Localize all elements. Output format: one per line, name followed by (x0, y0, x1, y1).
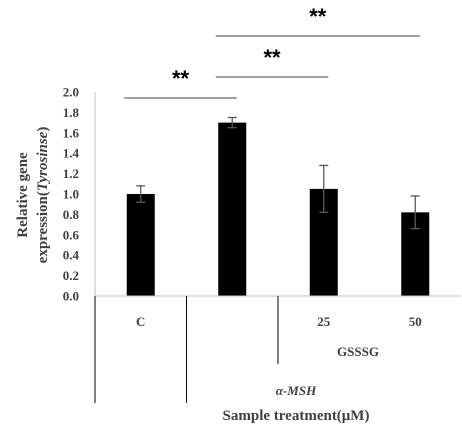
y-tick-label: 0.6 (63, 227, 80, 242)
group-label-gsssg: GSSSG (337, 344, 379, 359)
bar (218, 122, 247, 296)
y-axis-title-line2: expression(Tyrosinse) (35, 127, 51, 264)
y-axis-title-gene: Tyrosinse (35, 131, 51, 191)
y-tick-label: 0.4 (63, 248, 80, 263)
y-axis-title-prefix: expression( (35, 191, 51, 263)
error-bar (410, 195, 420, 230)
y-tick-label: 0.8 (63, 207, 80, 222)
y-tick-label: 0.0 (63, 289, 79, 304)
y-tick-label: 1.2 (63, 166, 79, 181)
error-bar (319, 164, 329, 214)
y-tick-label: 2.0 (63, 85, 79, 100)
y-tick-label: 1.0 (63, 187, 79, 202)
significance-label: ** (263, 45, 281, 70)
error-bar-series (136, 116, 420, 230)
y-tick-label: 1.8 (63, 105, 80, 120)
x-tick-label: 25 (317, 314, 331, 329)
significance-bracket: ** (215, 45, 329, 78)
y-tick-label: 1.6 (63, 125, 80, 140)
significance-label: ** (172, 66, 190, 91)
y-tick-label: 0.2 (63, 268, 79, 283)
y-axis-title: Relative gene expression(Tyrosinse) (15, 127, 51, 264)
bar (126, 194, 155, 296)
group-label-msh: α-MSH (276, 383, 317, 398)
y-tick-label: 1.4 (63, 146, 80, 161)
y-axis-title-suffix: ) (35, 127, 51, 132)
y-axis: 0.0 0.2 0.4 0.6 0.8 1.0 1.2 1.4 1.6 1.8 2.0 (63, 85, 96, 304)
y-axis-title-line1: Relative gene (15, 152, 31, 238)
significance-bracket: ** (124, 66, 237, 99)
x-tick-label: 50 (409, 314, 422, 329)
significance-bracket: ** (215, 4, 420, 37)
significance-label: ** (309, 4, 327, 29)
x-axis-title: Sample treatment(μM) (223, 408, 370, 424)
error-bar (227, 116, 237, 129)
bar-series (126, 122, 430, 296)
error-bar (136, 185, 146, 203)
significance-brackets: ** ** ** (124, 4, 420, 99)
x-tick-label: C (136, 314, 145, 329)
x-axis: C 25 50 (94, 295, 461, 403)
